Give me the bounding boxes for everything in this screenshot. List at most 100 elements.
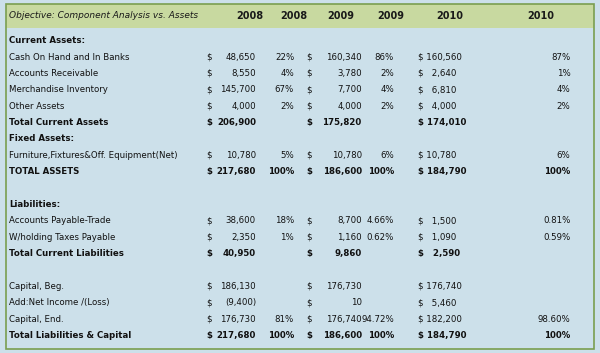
Text: 100%: 100%	[544, 331, 571, 340]
Text: $   2,590: $ 2,590	[418, 249, 460, 258]
Text: 2,350: 2,350	[231, 233, 256, 242]
Text: $   2,640: $ 2,640	[418, 69, 456, 78]
Text: 217,680: 217,680	[217, 331, 256, 340]
Text: (9,400): (9,400)	[225, 298, 256, 307]
Text: $   1,500: $ 1,500	[418, 216, 456, 225]
Text: $: $	[306, 151, 311, 160]
Text: 2%: 2%	[380, 102, 394, 111]
Text: $ 184,790: $ 184,790	[418, 167, 466, 176]
Text: $: $	[206, 85, 211, 94]
Text: 175,820: 175,820	[322, 118, 362, 127]
Text: 40,950: 40,950	[223, 249, 256, 258]
Text: 94.72%: 94.72%	[361, 315, 394, 324]
Text: 67%: 67%	[275, 85, 294, 94]
Text: 48,650: 48,650	[226, 53, 256, 61]
Text: $: $	[306, 102, 311, 111]
Text: $: $	[206, 233, 211, 242]
Text: 217,680: 217,680	[217, 167, 256, 176]
Text: 2008: 2008	[236, 11, 263, 21]
Text: $: $	[306, 282, 311, 291]
Text: 4,000: 4,000	[231, 102, 256, 111]
Text: 10,780: 10,780	[332, 151, 362, 160]
Text: 2009: 2009	[328, 11, 355, 21]
Text: 186,130: 186,130	[220, 282, 256, 291]
Text: 7,700: 7,700	[337, 85, 362, 94]
Text: 4,000: 4,000	[337, 102, 362, 111]
Text: 86%: 86%	[375, 53, 394, 61]
Text: Capital, End.: Capital, End.	[9, 315, 64, 324]
Text: W/holding Taxes Payable: W/holding Taxes Payable	[9, 233, 115, 242]
Text: $: $	[206, 331, 212, 340]
Text: $ 10,780: $ 10,780	[418, 151, 456, 160]
Text: $: $	[306, 233, 311, 242]
Text: Liabilities:: Liabilities:	[9, 200, 60, 209]
Text: 5%: 5%	[280, 151, 294, 160]
Text: 145,700: 145,700	[220, 85, 256, 94]
Text: $: $	[206, 53, 211, 61]
Text: $ 174,010: $ 174,010	[418, 118, 466, 127]
Text: $: $	[206, 298, 211, 307]
Text: 10,780: 10,780	[226, 151, 256, 160]
Text: Merchandise Inventory: Merchandise Inventory	[9, 85, 108, 94]
Text: 1,160: 1,160	[337, 233, 362, 242]
Text: 1%: 1%	[557, 69, 571, 78]
Text: 2%: 2%	[280, 102, 294, 111]
Text: $: $	[306, 216, 311, 225]
Text: 4%: 4%	[380, 85, 394, 94]
Text: Accounts Payable-Trade: Accounts Payable-Trade	[9, 216, 110, 225]
Text: Cash On Hand and In Banks: Cash On Hand and In Banks	[9, 53, 130, 61]
Text: $: $	[306, 69, 311, 78]
Text: 3,780: 3,780	[337, 69, 362, 78]
Text: $: $	[206, 216, 211, 225]
Text: 186,600: 186,600	[323, 167, 362, 176]
Text: Accounts Receivable: Accounts Receivable	[9, 69, 98, 78]
Text: $: $	[206, 69, 211, 78]
Text: 186,600: 186,600	[323, 331, 362, 340]
Text: 160,340: 160,340	[326, 53, 362, 61]
Text: Total Current Liabilities: Total Current Liabilities	[9, 249, 124, 258]
Text: $: $	[306, 53, 311, 61]
Text: $ 176,740: $ 176,740	[418, 282, 461, 291]
Text: $: $	[306, 249, 312, 258]
Text: Furniture,Fixtures&Off. Equipment(Net): Furniture,Fixtures&Off. Equipment(Net)	[9, 151, 178, 160]
Text: 2010: 2010	[436, 11, 463, 21]
Text: TOTAL ASSETS: TOTAL ASSETS	[9, 167, 79, 176]
Text: 1%: 1%	[280, 233, 294, 242]
Text: Add:Net Income /(Loss): Add:Net Income /(Loss)	[9, 298, 109, 307]
Text: 176,730: 176,730	[326, 282, 362, 291]
Text: Fixed Assets:: Fixed Assets:	[9, 134, 74, 143]
Text: 0.62%: 0.62%	[367, 233, 394, 242]
Text: $: $	[306, 85, 311, 94]
Text: 18%: 18%	[275, 216, 294, 225]
Text: 38,600: 38,600	[226, 216, 256, 225]
Text: 8,550: 8,550	[231, 69, 256, 78]
Text: $ 160,560: $ 160,560	[418, 53, 461, 61]
Text: 206,900: 206,900	[217, 118, 256, 127]
Text: 0.81%: 0.81%	[543, 216, 571, 225]
Text: 176,730: 176,730	[220, 315, 256, 324]
Text: 100%: 100%	[544, 167, 571, 176]
Text: 81%: 81%	[275, 315, 294, 324]
Text: $: $	[206, 151, 211, 160]
Text: $: $	[306, 118, 312, 127]
Text: 87%: 87%	[551, 53, 571, 61]
Text: Other Assets: Other Assets	[9, 102, 64, 111]
Text: 100%: 100%	[268, 167, 294, 176]
Text: $: $	[306, 298, 311, 307]
Text: 100%: 100%	[368, 167, 394, 176]
Text: $: $	[206, 249, 212, 258]
Text: 2009: 2009	[377, 11, 404, 21]
Bar	[6, 4, 594, 29]
Text: 22%: 22%	[275, 53, 294, 61]
Text: 98.60%: 98.60%	[538, 315, 571, 324]
Text: $: $	[206, 102, 211, 111]
Text: $: $	[206, 118, 212, 127]
Text: $: $	[206, 167, 212, 176]
Text: 8,700: 8,700	[337, 216, 362, 225]
Text: 176,740: 176,740	[326, 315, 362, 324]
Text: 0.59%: 0.59%	[543, 233, 571, 242]
Text: 6%: 6%	[557, 151, 571, 160]
Text: 100%: 100%	[368, 331, 394, 340]
Text: Objective: Component Analysis vs. Assets: Objective: Component Analysis vs. Assets	[9, 12, 198, 20]
Text: 2008: 2008	[281, 11, 308, 21]
